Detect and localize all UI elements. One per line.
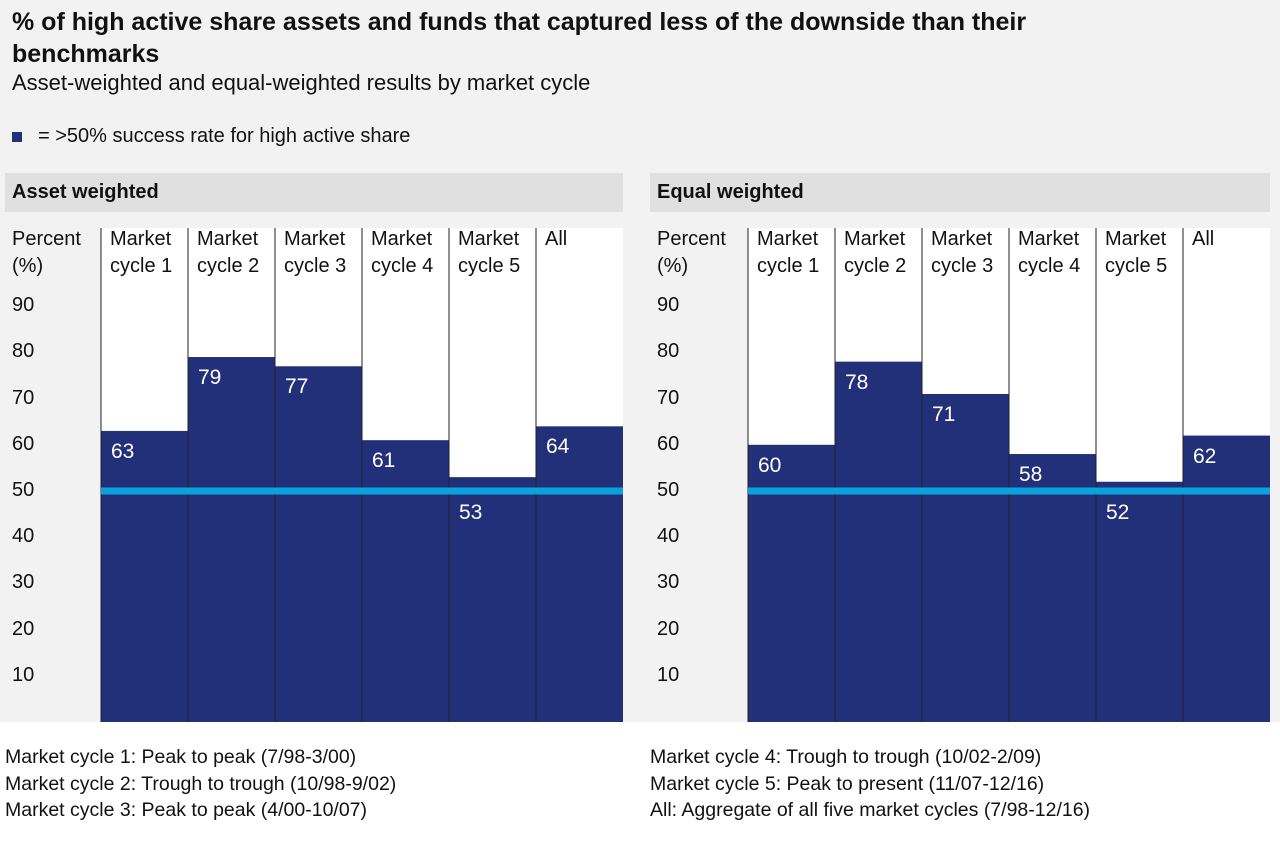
value-label: 77 [285, 375, 309, 399]
bar [748, 444, 835, 722]
category-label: All [1192, 228, 1215, 250]
y-tick-label: 10 [657, 663, 680, 686]
value-label: 64 [546, 435, 570, 459]
value-label: 58 [1019, 463, 1043, 487]
footnote: Market cycle 2: Trough to trough (10/98-… [5, 772, 397, 795]
panel-header [5, 173, 623, 212]
y-tick-label: 80 [657, 340, 680, 363]
y-tick-label: 30 [657, 571, 680, 594]
title: % of high active share assets and funds … [12, 8, 1027, 68]
bar [449, 477, 536, 722]
y-tick-label: 50 [12, 479, 35, 501]
bar [835, 361, 922, 722]
category-label: All [545, 228, 568, 250]
y-tick-label: 90 [12, 294, 35, 317]
category-label: Market cycle 1 [110, 228, 173, 277]
category-label: Market cycle 5 [1105, 228, 1168, 277]
category-label: Market cycle 3 [931, 228, 994, 277]
y-tick-label: 20 [657, 617, 680, 640]
category-label: Market cycle 2 [844, 228, 907, 277]
bar [275, 366, 362, 722]
y-tick-label: 70 [657, 386, 680, 409]
value-label: 78 [845, 370, 869, 394]
bar [101, 430, 188, 722]
panel-header [650, 173, 1270, 212]
value-label: 71 [932, 402, 956, 426]
bar [1183, 435, 1270, 722]
legend-text: = >50% success rate for high active shar… [38, 125, 411, 147]
footnote: All: Aggregate of all five market cycles… [650, 799, 1091, 821]
y-tick-label: 60 [657, 432, 680, 455]
legend-swatch [12, 132, 22, 142]
y-tick-label: 80 [12, 340, 35, 363]
category-label: Market cycle 5 [458, 228, 521, 277]
y-tick-label: 20 [12, 617, 35, 640]
bar [536, 426, 623, 722]
y-axis-label: Percent (%) [657, 228, 726, 277]
subtitle: Asset-weighted and equal-weighted result… [12, 70, 591, 95]
value-label: 79 [198, 366, 222, 390]
value-label: 63 [111, 439, 135, 463]
footnote: Market cycle 4: Trough to trough (10/02-… [650, 746, 1042, 768]
panel-title: Asset weighted [12, 181, 159, 203]
panel-title: Equal weighted [657, 181, 804, 203]
y-tick-label: 30 [12, 571, 35, 594]
category-label: Market cycle 4 [371, 228, 434, 277]
footnote: Market cycle 3: Peak to peak (4/00-10/07… [5, 799, 368, 821]
bar [1009, 454, 1096, 722]
value-label: 61 [372, 449, 396, 473]
value-label: 62 [1193, 444, 1217, 468]
value-label: 60 [758, 453, 782, 477]
footnote: Market cycle 5: Peak to present (11/07-1… [650, 772, 1045, 795]
category-label: Market cycle 1 [757, 228, 820, 277]
value-label: 53 [459, 501, 483, 524]
bar [1096, 481, 1183, 722]
category-label: Market cycle 4 [1018, 228, 1081, 277]
footnote: Market cycle 1: Peak to peak (7/98-3/00) [5, 746, 357, 768]
y-tick-label: 60 [12, 432, 35, 455]
category-label: Market cycle 3 [284, 228, 347, 277]
y-tick-label: 40 [657, 525, 680, 548]
y-tick-label: 10 [12, 663, 35, 686]
y-tick-label: 90 [657, 294, 680, 317]
bar [188, 357, 275, 722]
value-label: 52 [1106, 501, 1130, 524]
y-tick-label: 70 [12, 386, 35, 409]
category-label: Market cycle 2 [197, 228, 260, 277]
bar [362, 440, 449, 722]
y-tick-label: 40 [12, 525, 35, 548]
y-tick-label: 50 [657, 479, 680, 501]
bar [922, 393, 1009, 722]
y-axis-label: Percent (%) [12, 228, 81, 277]
